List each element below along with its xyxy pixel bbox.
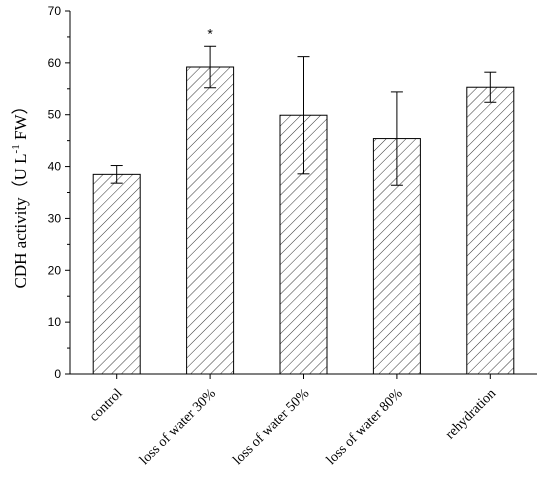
- error-bars: [110, 45, 497, 186]
- bar: [186, 66, 235, 375]
- y-axis-label-sup: -1: [10, 144, 22, 153]
- y-tick-label: 10: [48, 315, 62, 329]
- x-axis: control loss of water 30% loss of water 50…: [70, 373, 537, 468]
- x-tick-label: rehydration: [443, 386, 499, 442]
- annotations: *: [207, 25, 213, 41]
- x-tick-label: loss of water 50%: [231, 386, 313, 468]
- bar: [466, 86, 515, 375]
- bar: [92, 173, 141, 375]
- y-axis: 0 10 20 30 40 50 60 70: [48, 4, 71, 381]
- y-tick-label: 60: [48, 56, 62, 70]
- y-tick-label: 50: [48, 108, 62, 122]
- y-axis-label-main: CDH activity（U L: [11, 153, 30, 288]
- y-axis-label-tail: FW）: [11, 98, 30, 145]
- y-tick-label: 40: [48, 160, 62, 174]
- x-tick-label: loss of water 80%: [324, 386, 406, 468]
- y-tick-label: 0: [54, 367, 61, 381]
- y-axis-label: CDH activity（U L-1 FW）: [10, 98, 30, 289]
- y-tick-label: 20: [48, 263, 62, 277]
- x-tick-label: control: [87, 386, 126, 425]
- y-tick-label: 70: [48, 4, 62, 18]
- significance-marker: *: [207, 25, 213, 41]
- x-tick-label: loss of water 30%: [137, 386, 219, 468]
- y-tick-label: 30: [48, 211, 62, 225]
